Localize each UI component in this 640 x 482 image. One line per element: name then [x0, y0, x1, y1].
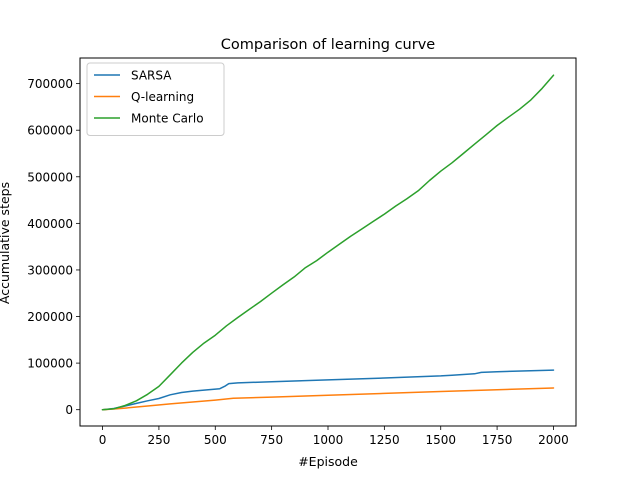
- x-tick-label: 2000: [538, 433, 569, 447]
- x-tick-label: 500: [204, 433, 227, 447]
- y-tick-label: 400000: [27, 217, 73, 231]
- y-tick-label: 600000: [27, 124, 73, 138]
- y-tick-label: 100000: [27, 357, 73, 371]
- chart-title: Comparison of learning curve: [221, 37, 435, 53]
- x-tick-label: 250: [147, 433, 170, 447]
- legend-label-1: Q-learning: [131, 90, 194, 104]
- ticks-layer: 0 250 500 750 1000 1250 1500 1750 2000 0 100000 200…: [27, 77, 569, 447]
- series-line-0: [101, 369, 555, 411]
- y-tick-label: 500000: [27, 170, 73, 184]
- plot-area-frame: [79, 57, 577, 427]
- x-tick-label: 1250: [369, 433, 400, 447]
- x-tick-label: 0: [99, 433, 107, 447]
- legend-label-0: SARSA: [131, 69, 172, 83]
- y-tick-label: 200000: [27, 310, 73, 324]
- legend: SARSA Q-learning Monte Carlo: [86, 62, 225, 136]
- x-tick-label: 1000: [313, 433, 344, 447]
- x-tick-label: 1750: [482, 433, 513, 447]
- y-axis-label: Accumulative steps: [0, 182, 12, 304]
- y-tick-label: 300000: [27, 263, 73, 277]
- x-axis-label: #Episode: [298, 454, 358, 469]
- legend-box: [86, 62, 225, 136]
- series-line-1: [101, 387, 555, 411]
- legend-label-2: Monte Carlo: [131, 112, 204, 126]
- x-tick-label: 750: [260, 433, 283, 447]
- series-layer: [101, 74, 555, 411]
- x-tick-label: 1500: [425, 433, 456, 447]
- y-tick-label: 700000: [27, 77, 73, 91]
- y-tick-label: 0: [65, 403, 73, 417]
- series-line-2: [101, 74, 555, 411]
